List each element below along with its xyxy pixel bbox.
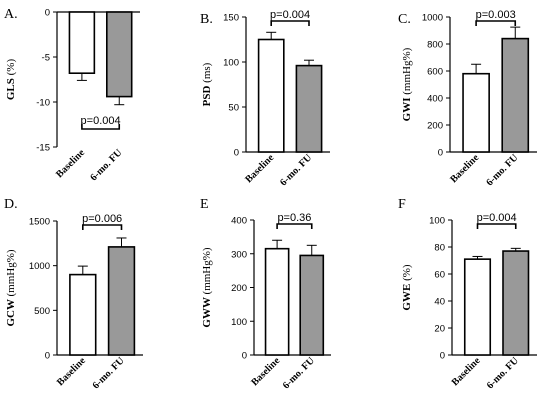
- panel-letter: D.: [4, 197, 18, 212]
- y-tick-label: 150: [223, 13, 239, 24]
- bar-6mo-fu: [299, 254, 325, 356]
- x-category-label: Baseline: [450, 355, 483, 388]
- y-tick-label: 40: [434, 297, 445, 308]
- y-tick-label: 20: [434, 324, 445, 335]
- y-tick-label: 0: [45, 8, 50, 19]
- x-category-label: Baseline: [448, 152, 481, 185]
- bar-6mo-fu: [502, 250, 530, 356]
- p-value-label: p=0.004: [477, 212, 517, 224]
- p-value-label: p=0.36: [277, 212, 311, 224]
- y-tick-label: 0: [242, 351, 247, 362]
- x-category-label: Baseline: [55, 355, 88, 388]
- x-category-label: 6-mo. FU: [485, 355, 521, 391]
- y-axis-label: GWE (%): [401, 264, 413, 310]
- significance-bracket: [81, 124, 121, 130]
- y-tick-label: -5: [42, 53, 50, 64]
- bar-baseline: [462, 72, 490, 153]
- p-value-label: p=0.006: [82, 213, 122, 225]
- bar-6mo-fu: [501, 37, 530, 153]
- significance-bracket: [276, 223, 313, 229]
- y-tick-label: 60: [434, 270, 445, 281]
- y-axis-label: GWW (mmHg%): [201, 247, 213, 327]
- x-category-label: 6-mo. FU: [278, 152, 314, 188]
- y-tick-label: 80: [434, 243, 445, 254]
- y-tick-label: 1000: [29, 261, 50, 272]
- y-tick-label: 600: [427, 67, 443, 78]
- y-tick-label: 300: [231, 249, 247, 260]
- x-category-label: 6-mo. FU: [281, 355, 317, 391]
- significance-bracket: [476, 223, 517, 229]
- x-category-label: Baseline: [54, 147, 87, 180]
- y-tick-label: 400: [427, 94, 443, 105]
- bar-baseline: [463, 258, 492, 356]
- significance-bracket: [82, 224, 123, 230]
- y-tick-label: 200: [231, 283, 247, 294]
- significance-bracket: [475, 20, 517, 26]
- y-tick-label: 0: [234, 148, 239, 159]
- p-value-label: p=0.004: [81, 115, 121, 127]
- bar-6mo-fu: [107, 246, 136, 356]
- y-axis-label: GLS (%): [5, 59, 17, 101]
- y-axis-label: GWI (mmHg%): [401, 47, 413, 121]
- y-tick-label: 0: [45, 351, 50, 362]
- significance-bracket: [270, 20, 310, 26]
- y-tick-label: 0: [440, 351, 445, 362]
- y-tick-label: 100: [429, 216, 445, 227]
- y-tick-label: 1500: [29, 217, 50, 228]
- panel-letter: F: [398, 197, 406, 212]
- panel-letter: A.: [4, 7, 18, 22]
- y-axis-label: PSD (ms): [201, 62, 213, 106]
- y-tick-label: 100: [231, 317, 247, 328]
- x-category-label: Baseline: [249, 355, 282, 388]
- x-category-label: 6-mo. FU: [91, 355, 127, 391]
- y-tick-label: 1000: [422, 13, 443, 24]
- bar-baseline: [69, 273, 97, 356]
- x-category-label: Baseline: [243, 152, 276, 185]
- bar-6mo-fu: [295, 64, 323, 153]
- y-tick-label: 50: [228, 103, 239, 114]
- bar-baseline: [68, 11, 96, 75]
- panel-letter: E: [200, 197, 209, 212]
- bar-6mo-fu: [106, 11, 133, 98]
- y-tick-label: -10: [36, 98, 50, 109]
- x-category-label: 6-mo. FU: [88, 147, 124, 183]
- y-axis-label: GCW (mmHg%): [5, 249, 17, 326]
- bar-baseline: [257, 38, 285, 153]
- y-tick-label: 500: [34, 306, 50, 317]
- panel-letter: C.: [398, 12, 411, 27]
- x-category-label: 6-mo. FU: [484, 152, 520, 188]
- bar-baseline: [264, 247, 290, 356]
- y-tick-label: -15: [36, 143, 50, 154]
- y-tick-label: 0: [438, 148, 443, 159]
- y-tick-label: 200: [427, 121, 443, 132]
- p-value-label: p=0.004: [270, 9, 310, 21]
- panel-letter: B.: [200, 12, 213, 27]
- y-tick-label: 100: [223, 58, 239, 69]
- y-tick-label: 800: [427, 40, 443, 51]
- p-value-label: p=0.003: [476, 9, 516, 21]
- y-tick-label: 400: [231, 216, 247, 227]
